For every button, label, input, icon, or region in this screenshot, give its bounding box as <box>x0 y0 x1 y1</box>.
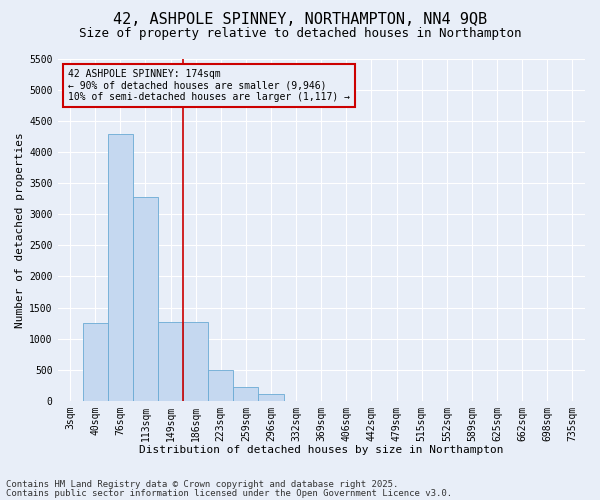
Bar <box>233 387 259 400</box>
Text: 42, ASHPOLE SPINNEY, NORTHAMPTON, NN4 9QB: 42, ASHPOLE SPINNEY, NORTHAMPTON, NN4 9Q… <box>113 12 487 28</box>
Bar <box>259 394 284 400</box>
Bar <box>208 370 233 400</box>
Text: 42 ASHPOLE SPINNEY: 174sqm
← 90% of detached houses are smaller (9,946)
10% of s: 42 ASHPOLE SPINNEY: 174sqm ← 90% of deta… <box>68 70 350 102</box>
Y-axis label: Number of detached properties: Number of detached properties <box>15 132 25 328</box>
Bar <box>133 197 158 400</box>
Text: Contains public sector information licensed under the Open Government Licence v3: Contains public sector information licen… <box>6 490 452 498</box>
Bar <box>108 134 133 400</box>
Text: Size of property relative to detached houses in Northampton: Size of property relative to detached ho… <box>79 28 521 40</box>
X-axis label: Distribution of detached houses by size in Northampton: Distribution of detached houses by size … <box>139 445 503 455</box>
Bar <box>183 322 208 400</box>
Text: Contains HM Land Registry data © Crown copyright and database right 2025.: Contains HM Land Registry data © Crown c… <box>6 480 398 489</box>
Bar <box>158 322 183 400</box>
Bar <box>83 323 108 400</box>
